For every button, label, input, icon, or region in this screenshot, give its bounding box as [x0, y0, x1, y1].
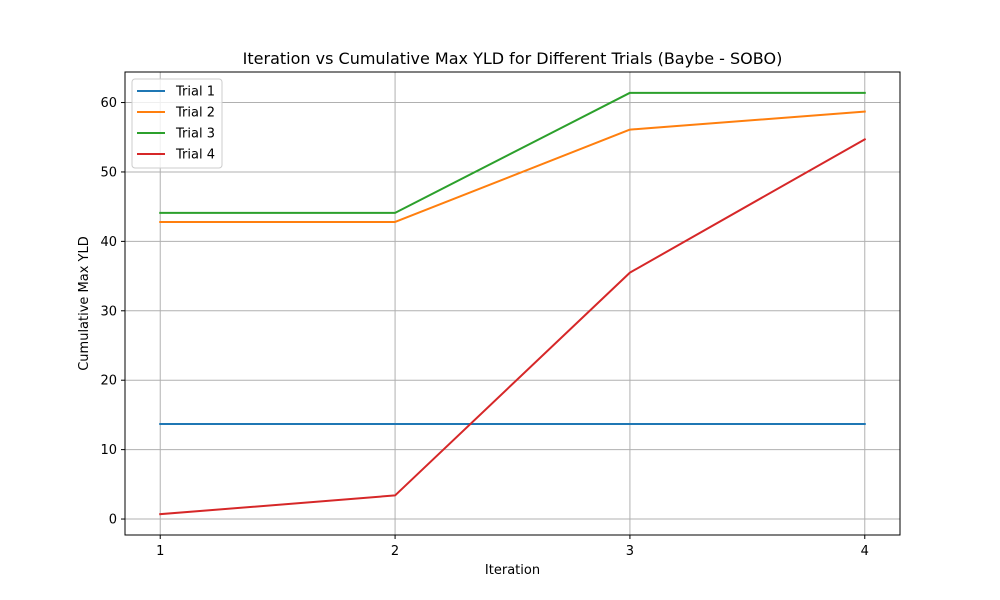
series-line-trial-3 [159, 91, 866, 214]
x-axis-label: Iteration [485, 563, 540, 578]
y-tick-label: 30 [100, 304, 117, 319]
legend-label-trial-2: Trial 2 [175, 106, 215, 121]
legend-box [131, 78, 223, 169]
y-tick-label: 40 [100, 235, 117, 250]
series-line-trial-2 [159, 110, 866, 223]
plot-frame [124, 71, 901, 536]
legend: Trial 1 Trial 2 Trial 3 Trial 4 [131, 78, 223, 169]
x-axis-ticks: 1 2 3 4 [156, 535, 869, 559]
y-tick-label: 10 [100, 443, 117, 458]
x-tick-label: 4 [861, 544, 869, 559]
legend-label-trial-1: Trial 1 [175, 85, 215, 100]
y-tick-label: 20 [100, 374, 117, 389]
y-tick-label: 50 [100, 165, 117, 180]
y-tick-label: 60 [100, 96, 117, 111]
chart-title: Iteration vs Cumulative Max YLD for Diff… [243, 49, 783, 68]
x-tick-label: 1 [156, 544, 164, 559]
grid-lines [125, 72, 900, 535]
x-tick-label: 3 [626, 544, 634, 559]
data-series [159, 91, 867, 516]
legend-label-trial-4: Trial 4 [175, 148, 215, 163]
series-line-trial-4 [159, 137, 867, 516]
legend-label-trial-3: Trial 3 [175, 127, 215, 142]
x-tick-label: 2 [391, 544, 399, 559]
y-tick-label: 0 [109, 513, 117, 528]
y-axis-ticks: 0 10 20 30 40 50 60 [100, 96, 125, 528]
y-axis-label: Cumulative Max YLD [77, 236, 92, 371]
legend-items: Trial 1 Trial 2 Trial 3 Trial 4 [137, 85, 215, 163]
